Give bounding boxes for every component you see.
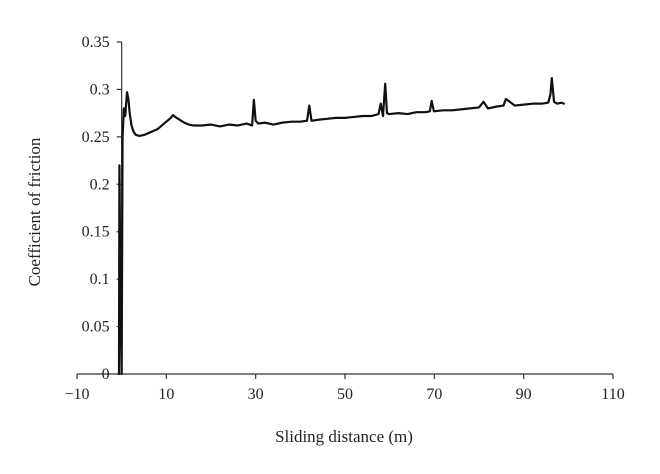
x-tick-label: 10 xyxy=(158,386,174,403)
x-tick-label: 70 xyxy=(426,386,442,403)
x-tick-label: −10 xyxy=(64,386,89,403)
y-tick-label: 0.2 xyxy=(90,176,110,193)
x-axis-title: Sliding distance (m) xyxy=(275,427,413,446)
y-tick-label: 0.15 xyxy=(82,224,110,241)
series-line-1 xyxy=(117,76,565,376)
y-tick-label: 0.3 xyxy=(90,81,110,98)
y-tick-label: 0.25 xyxy=(82,129,110,146)
x-tick-label: 30 xyxy=(248,386,264,403)
x-tick-label: 90 xyxy=(516,386,532,403)
y-tick-label: 0.35 xyxy=(82,34,110,51)
y-tick-label: 0.1 xyxy=(90,271,110,288)
y-tick-label: 0 xyxy=(102,366,110,383)
x-tick-label: 110 xyxy=(601,386,624,403)
plot-area: 0 0.05 0.1 0.15 0.2 0.25 0.3 0.35 −10 10 30 50 70 90 1… xyxy=(64,34,624,403)
y-axis-title: Coefficient of friction xyxy=(25,137,44,286)
x-tick-label: 50 xyxy=(337,386,353,403)
y-tick-label: 0.05 xyxy=(82,319,110,336)
